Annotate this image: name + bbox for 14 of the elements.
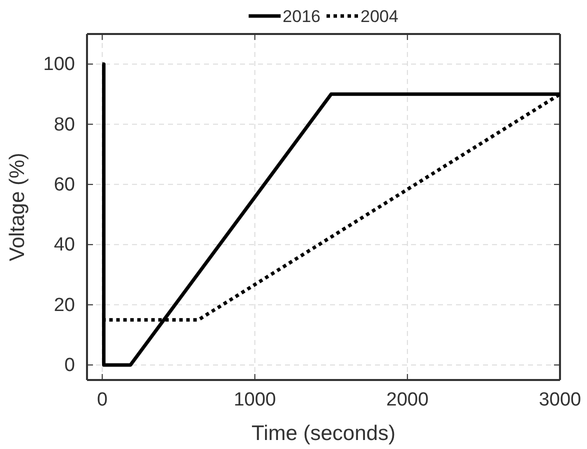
x-axis-title: Time (seconds) (252, 422, 396, 445)
y-tick-label: 20 (54, 294, 75, 316)
y-tick-label: 100 (43, 54, 75, 76)
x-tick-label: 1000 (234, 389, 276, 410)
y-tick-label: 60 (54, 174, 75, 196)
y-tick-label: 80 (54, 114, 75, 136)
legend-label: 2016 (282, 7, 320, 26)
y-tick-label: 40 (54, 234, 75, 256)
y-axis-title: Voltage (%) (6, 152, 29, 262)
x-tick-label: 3000 (538, 389, 582, 410)
legend-label: 2004 (360, 7, 398, 26)
x-tick-label: 2000 (386, 389, 429, 410)
x-tick-label: 0 (96, 389, 108, 410)
y-tick-label: 0 (64, 355, 75, 376)
